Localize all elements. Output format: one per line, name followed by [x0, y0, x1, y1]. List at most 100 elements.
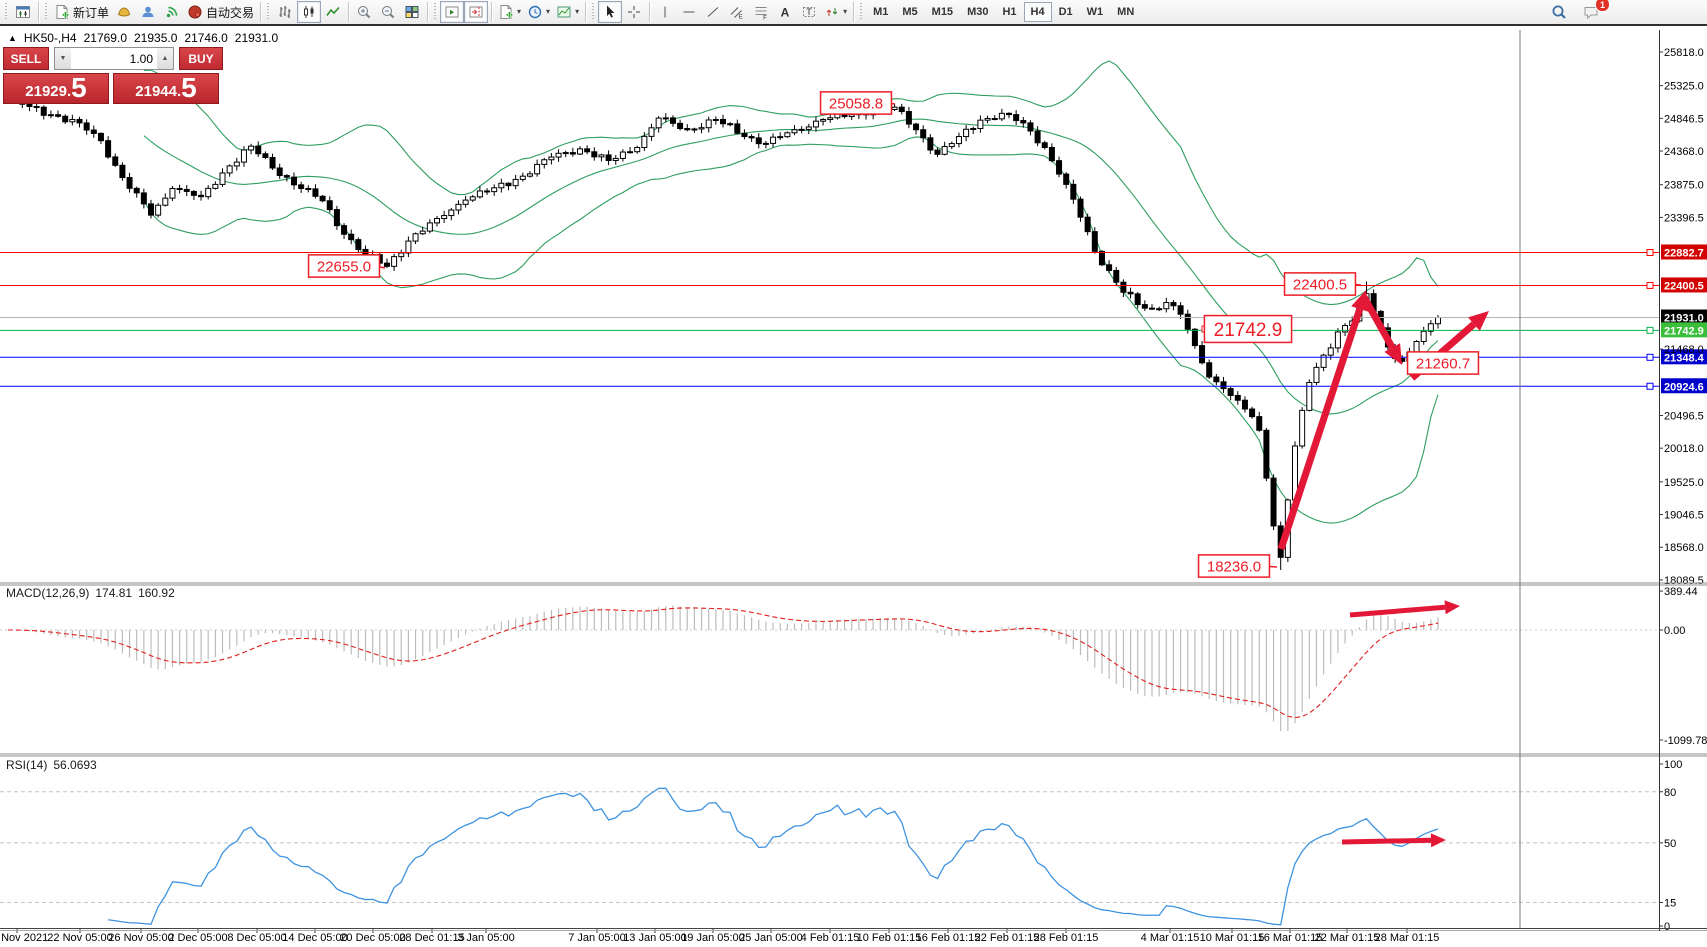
price-annotation[interactable]: 21260.7	[1406, 351, 1480, 375]
chart-shift-button[interactable]	[464, 1, 489, 23]
volume-input[interactable]	[71, 48, 157, 69]
timeframe-h4[interactable]: H4	[1023, 2, 1052, 22]
price-annotation[interactable]: 22400.5	[1283, 272, 1357, 296]
price-annotation[interactable]: 22655.0	[307, 254, 381, 278]
price-annotation[interactable]: 25058.8	[819, 91, 893, 115]
trend-arrow[interactable]	[1360, 295, 1402, 365]
text-button[interactable]: A	[773, 1, 797, 23]
candle	[255, 141, 262, 157]
sell-button[interactable]: SELL	[3, 47, 49, 70]
time-axis-label: 22 Nov 05:00	[47, 932, 112, 944]
candle-body	[1163, 302, 1170, 310]
timeframe-m30[interactable]: M30	[967, 6, 989, 18]
price-annotation[interactable]: 18236.0	[1197, 554, 1271, 578]
level-handle[interactable]	[1646, 326, 1654, 334]
candle	[798, 126, 805, 134]
candle-body	[662, 117, 669, 120]
candle-body	[391, 256, 398, 267]
line-chart-button[interactable]	[321, 1, 345, 23]
channel-button[interactable]: E	[725, 1, 749, 23]
toolbar-grip[interactable]	[266, 3, 272, 21]
templates-button[interactable]: ▾	[553, 1, 582, 23]
tile-windows-button[interactable]	[400, 1, 424, 23]
candle-body	[984, 118, 991, 121]
candle	[1313, 362, 1320, 386]
trend-arrow[interactable]	[1277, 290, 1369, 551]
toolbar-grip[interactable]	[591, 3, 597, 21]
candlestick-chart-button[interactable]	[297, 1, 322, 23]
volume-decrease-button[interactable]: ▼	[55, 48, 71, 69]
crosshair-button[interactable]	[622, 1, 646, 23]
signals-button[interactable]	[160, 1, 184, 23]
zoom-in-button[interactable]	[352, 1, 376, 23]
profiles-button[interactable]	[112, 1, 136, 23]
timeframe-h1[interactable]: H1	[1002, 6, 1017, 18]
periods-button[interactable]: ▾	[524, 1, 553, 23]
horizontal-line-button[interactable]	[677, 1, 701, 23]
arrows-tool-button[interactable]: ▾	[821, 1, 850, 23]
chart-window-button[interactable]	[11, 1, 35, 23]
notifications-button[interactable]: 1	[1579, 0, 1610, 23]
community-button[interactable]	[136, 1, 160, 23]
zoom-out-button[interactable]	[376, 1, 400, 23]
buy-price-display[interactable]: 21944. 5	[113, 73, 219, 104]
candle	[1063, 172, 1070, 189]
toolbar-separator	[585, 2, 587, 22]
timeframe-mn[interactable]: MN	[1117, 6, 1135, 18]
timeframe-m5[interactable]: M5	[902, 6, 918, 18]
level-handle[interactable]	[1646, 249, 1654, 257]
annotation-box	[1203, 314, 1293, 344]
level-handle[interactable]	[1646, 353, 1654, 361]
toolbar-grip[interactable]	[44, 3, 49, 21]
price-annotation[interactable]: 21742.9	[1203, 314, 1293, 344]
candle-body	[233, 161, 240, 167]
candle-body	[441, 215, 448, 220]
new-order-button[interactable]: 新订单	[51, 1, 112, 23]
candle	[133, 186, 140, 198]
horizontal-line-icon	[683, 11, 695, 13]
sell-price-display[interactable]: 21929. 5	[3, 73, 109, 104]
candle-body	[641, 135, 648, 148]
trend-arrow[interactable]	[1341, 833, 1446, 848]
buy-button[interactable]: BUY	[179, 47, 223, 70]
candle	[1263, 427, 1270, 482]
level-handle[interactable]	[1646, 382, 1654, 390]
bar-chart-icon	[279, 6, 291, 18]
autoscroll-button[interactable]	[440, 1, 465, 23]
price-axis-badge-text: 21931.0	[1664, 313, 1704, 325]
candle	[662, 113, 669, 123]
fibonacci-button[interactable]: F	[749, 1, 773, 23]
bar-chart-button[interactable]	[273, 1, 297, 23]
candle	[955, 132, 962, 148]
rsi-name: RSI(14)	[6, 758, 48, 772]
collapse-triangle-icon[interactable]: ▲	[8, 33, 17, 43]
chart-canvas[interactable]: 22882.722400.521931.021742.921348.420924…	[0, 28, 1707, 947]
rsi-axis-label: 80	[1664, 787, 1676, 799]
candle-body	[476, 190, 483, 198]
search-button[interactable]	[1547, 1, 1571, 23]
autotrading-button[interactable]: 自动交易	[184, 1, 257, 23]
rsi-axis-label: 15	[1664, 897, 1676, 909]
vertical-line-button[interactable]	[653, 1, 677, 23]
trend-arrow[interactable]	[1349, 600, 1460, 618]
toolbar-grip[interactable]	[4, 3, 9, 21]
timeframe-d1[interactable]: D1	[1058, 6, 1073, 18]
candle-body	[1041, 142, 1048, 148]
indicators-button[interactable]: ▾	[495, 1, 524, 23]
trendline-button[interactable]	[701, 1, 725, 23]
time-axis-label: 13 Jan 05:00	[623, 932, 687, 944]
timeframe-m1[interactable]: M1	[873, 6, 889, 18]
timeframe-m15[interactable]: M15	[931, 6, 954, 18]
toolbar-grip[interactable]	[433, 3, 439, 21]
volume-increase-button[interactable]: ▲	[157, 48, 173, 69]
text-label-button[interactable]: T	[797, 1, 821, 23]
cursor-button[interactable]	[598, 1, 623, 23]
candle-body	[619, 151, 626, 159]
candle	[391, 253, 398, 272]
timeframe-w1[interactable]: W1	[1086, 6, 1104, 18]
level-handle[interactable]	[1646, 281, 1654, 289]
toolbar-grip[interactable]	[859, 3, 865, 21]
candle	[791, 125, 798, 136]
candle	[148, 199, 154, 219]
candle	[212, 181, 219, 190]
